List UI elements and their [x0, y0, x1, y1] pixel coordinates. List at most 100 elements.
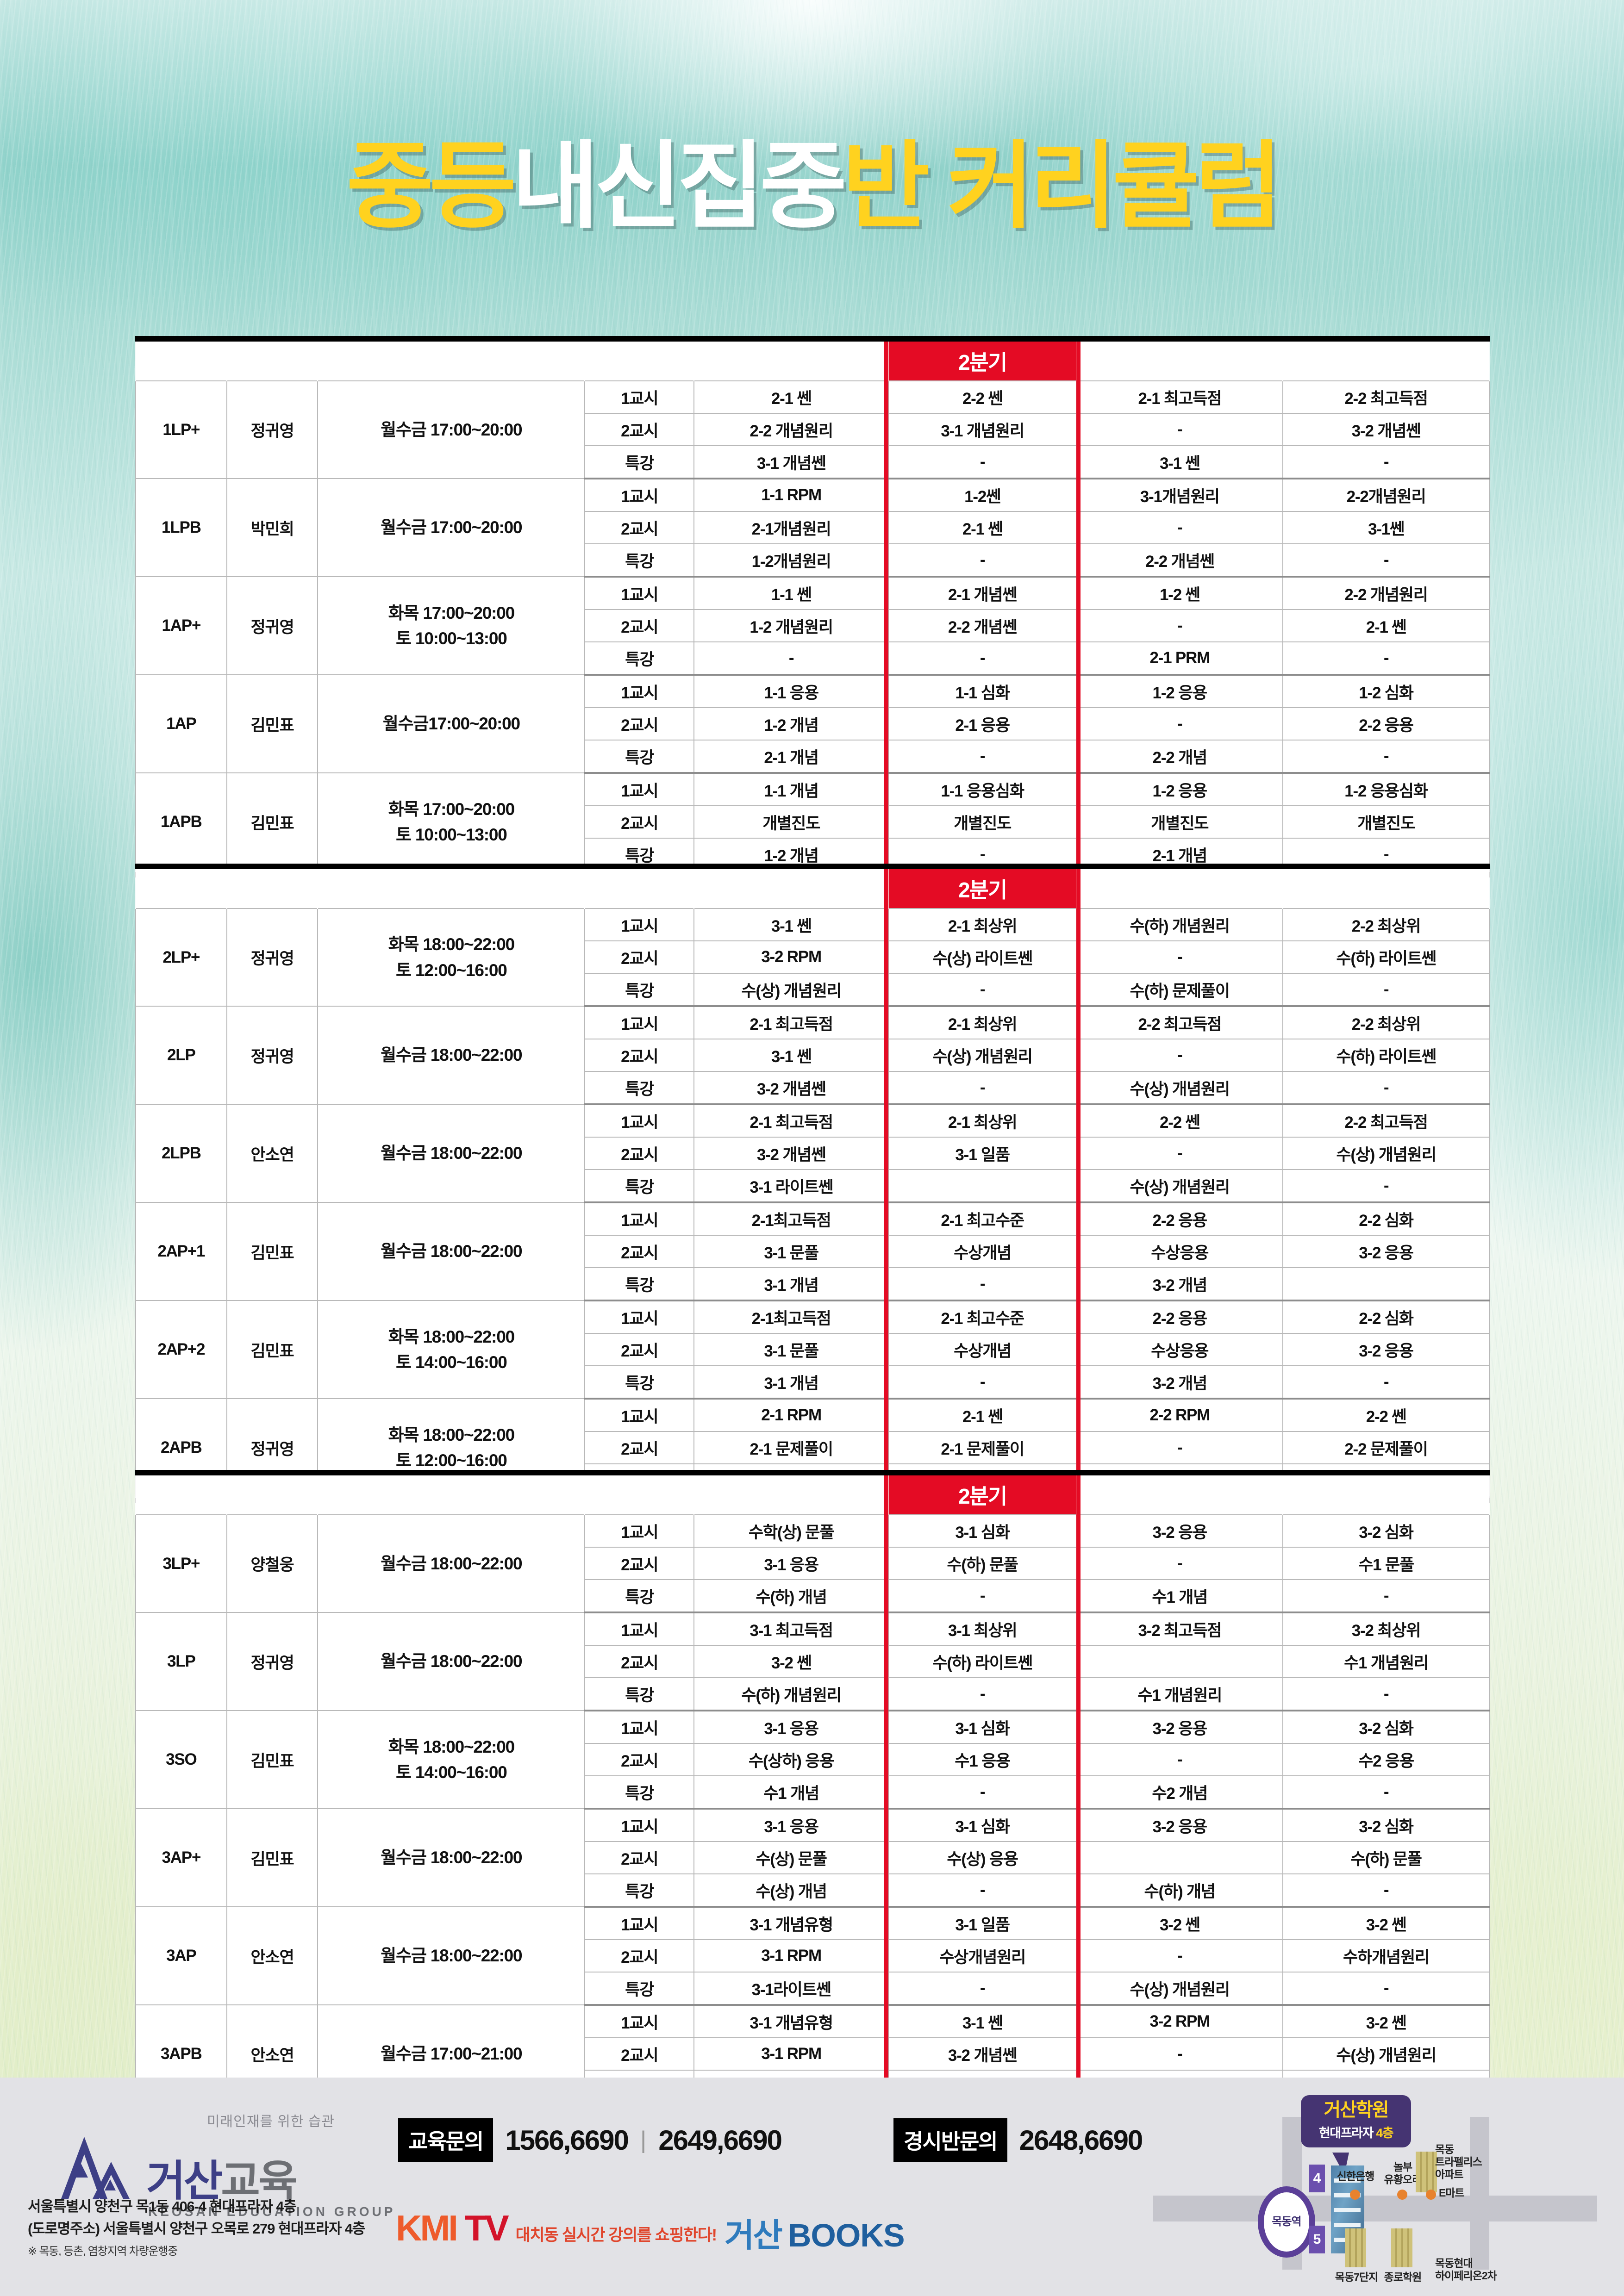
class-name: 1AP+: [135, 576, 227, 675]
keosan-books-logo[interactable]: 거산 BOOKS: [725, 2209, 905, 2256]
quarter2-cell: 2-1 최고수준: [887, 1300, 1077, 1334]
quarter1-cell: 3-1 응용: [693, 1710, 889, 1744]
session-label: 1교시: [584, 1710, 695, 1744]
table-row: 3LP+ 양철웅 월수금 18:00~22:00 1교시 수학(상) 문풀 3-1 심화 3…: [135, 1514, 1490, 1613]
class-time: 화목 17:00~20:00 토 10:00~13:00: [317, 772, 586, 871]
quarter1-cell: 개별진도: [693, 805, 889, 839]
class-time: 월수금17:00~20:00: [317, 674, 586, 773]
session-label: 2교시: [584, 1939, 695, 1972]
quarter1-cell: 3-1 개념유형: [693, 1906, 889, 1940]
quarter2-cell: 2-1 쎈: [887, 511, 1077, 544]
table-row: 3LP 정귀영 월수금 18:00~22:00 1교시 3-1 최고득점 3-1 최상위 3…: [135, 1612, 1490, 1711]
quarter3-cell: 3-2 개념: [1076, 1365, 1284, 1400]
session-label: 2교시: [584, 1235, 695, 1268]
quarter3-cell: 3-2 쎈: [1076, 1906, 1284, 1940]
brand-logo: 미래인재를 위한 습관 거산교육 KEOSAN EDUCATION GROUP: [56, 2110, 417, 2219]
class-time: 화목 18:00~22:00 토 14:00~16:00: [317, 1300, 586, 1399]
quarter1-cell: 수(상) 개념: [693, 1873, 889, 1908]
quarter1-cell: 2-1 문제풀이: [693, 1431, 889, 1464]
class-time: 월수금 17:00~20:00: [317, 478, 586, 577]
col-header-6: 3분기: [1076, 342, 1284, 381]
col-header-7: 4분기: [1282, 869, 1490, 908]
quarter3-cell: -: [1076, 1743, 1284, 1776]
col-header-1: 담당: [226, 1475, 319, 1515]
quarter3-cell: 1-2 응용: [1076, 772, 1284, 806]
academy-building: 현대프라자: [1318, 2126, 1376, 2140]
table-row: 특강 3-1 개념 -3-2 개념: [136, 1267, 1490, 1301]
quarter4-cell: 2-2 최고득점: [1282, 380, 1490, 414]
quarter3-cell: 2-2 쎈: [1076, 1104, 1284, 1138]
contest-inquiry-phone[interactable]: 2648,6690: [1019, 2124, 1143, 2156]
education-inquiry-tag: 교육문의: [398, 2118, 493, 2162]
session-label: 특강: [584, 973, 695, 1007]
table-row: 2교시 2-1 문제풀이 2-1 문제풀이 -2-2 문제풀이: [136, 1431, 1490, 1464]
quarter2-cell: 2-2 쎈: [887, 380, 1077, 414]
col-header-0: 2학년: [135, 869, 227, 908]
quarter1-cell: 3-1 문풀: [693, 1333, 889, 1366]
table-row: 2교시 3-1 응용 수(하) 문풀 - 수1 문풀: [136, 1547, 1490, 1580]
session-label: 1교시: [584, 908, 695, 941]
table-row: 2교시 개별진도 개별진도 개별진도 개별진도: [136, 805, 1490, 839]
quarter2-cell: 수상개념: [887, 1235, 1077, 1268]
table-row: 특강 2-1 개념 -2-2 개념 -: [136, 740, 1490, 774]
brand-name: 거산교육: [146, 2160, 298, 2203]
quarter4-cell: 3-2 최상위: [1282, 1612, 1490, 1646]
col-header-3: 구분: [584, 869, 695, 908]
quarter3-cell: 2-1 최고득점: [1076, 380, 1284, 414]
quarter1-cell: 3-1 쎈: [693, 1039, 889, 1072]
quarter4-cell: -: [1282, 1579, 1490, 1613]
col-header-2: 시간: [317, 1475, 586, 1515]
teacher-name: 김민표: [226, 1202, 319, 1301]
quarter1-cell: 2-1 RPM: [693, 1398, 889, 1432]
kmi-text: KMI: [396, 2208, 458, 2248]
title-part-2: 내신집중: [512, 133, 847, 239]
session-label: 1교시: [584, 380, 695, 414]
table-row: 2교시 3-1 문풀 수상개념 수상응용 3-2 응용: [136, 1235, 1490, 1268]
quarter4-cell: 수(하) 라이트쎈: [1282, 1039, 1490, 1072]
session-label: 2교시: [584, 511, 695, 544]
table-row: 특강 수(하) 개념 - 수1 개념 -: [136, 1579, 1490, 1613]
kmi-tv-logo[interactable]: KMI TV 대치동 실시간 강의를 쇼핑한다!: [396, 2207, 717, 2249]
teacher-name: 박민희: [226, 478, 319, 577]
label-jongno-academy: 종로학원: [1384, 2271, 1422, 2283]
table-header-row: 3학년 담당 시간 구분 1분기 2분기 3분기 4분기: [135, 1475, 1490, 1515]
subway-station: 목동역: [1258, 2186, 1315, 2258]
session-label: 특강: [584, 1972, 695, 2006]
session-label: 2교시: [584, 609, 695, 642]
quarter3-cell: 1-2 쎈: [1076, 576, 1284, 610]
class-time: 화목 18:00~22:00 토 14:00~16:00: [317, 1710, 586, 1809]
quarter3-cell: 수(하) 개념: [1076, 1873, 1284, 1908]
col-header-0: 1학년: [135, 342, 227, 381]
quarter1-cell: 2-1 최고득점: [693, 1104, 889, 1138]
quarter2-cell: 수(하) 문풀: [887, 1547, 1077, 1580]
quarter1-cell: 3-1 라이트쎈: [693, 1169, 889, 1203]
kmi-tagline: 대치동 실시간 강의를 쇼핑한다!: [515, 2226, 717, 2244]
title-part-1: 중등: [346, 133, 516, 239]
table-row: 특강 3-2 개념쎈 - 수(상) 개념원리 -: [136, 1071, 1490, 1105]
class-name: 3AP+: [135, 1808, 227, 1907]
quarter4-cell: 2-2 쎈: [1282, 1398, 1490, 1432]
quarter3-cell: 수(상) 개념원리: [1076, 1169, 1284, 1203]
education-inquiry-phone-2[interactable]: 2649,6690: [658, 2124, 782, 2156]
session-label: 2교시: [584, 1645, 695, 1678]
quarter2-cell: 2-1 문제풀이: [887, 1431, 1077, 1464]
quarter3-cell: 수1 개념: [1076, 1579, 1284, 1613]
table-row: 특강 3-1 라이트쎈 수(상) 개념원리 -: [136, 1169, 1490, 1203]
quarter4-cell: 1-2 응용심화: [1282, 772, 1490, 806]
quarter3-cell: -: [1076, 413, 1284, 446]
session-label: 1교시: [584, 478, 695, 512]
quarter2-cell: [887, 1169, 1077, 1203]
quarter3-cell: 3-2 RPM: [1076, 2004, 1284, 2038]
quarter2-cell: 3-1 쎈: [887, 2004, 1077, 2038]
table-row: 2교시 3-2 개념쎈 3-1 일품 - 수(상) 개념원리: [136, 1137, 1490, 1170]
table-row: 1APB 김민표 화목 17:00~20:00 토 10:00~13:00 1교시 1-1…: [135, 772, 1490, 871]
quarter3-cell: 2-2 응용: [1076, 1202, 1284, 1236]
quarter2-cell: -: [887, 1267, 1077, 1301]
class-name: 2AP+2: [135, 1300, 227, 1399]
education-inquiry-phone-1[interactable]: 1566,6690: [505, 2124, 629, 2156]
quarter2-cell: -: [887, 445, 1077, 479]
session-label: 1교시: [584, 1202, 695, 1236]
col-header-5: 2분기: [887, 342, 1077, 381]
session-label: 2교시: [584, 707, 695, 740]
session-label: 2교시: [584, 940, 695, 974]
